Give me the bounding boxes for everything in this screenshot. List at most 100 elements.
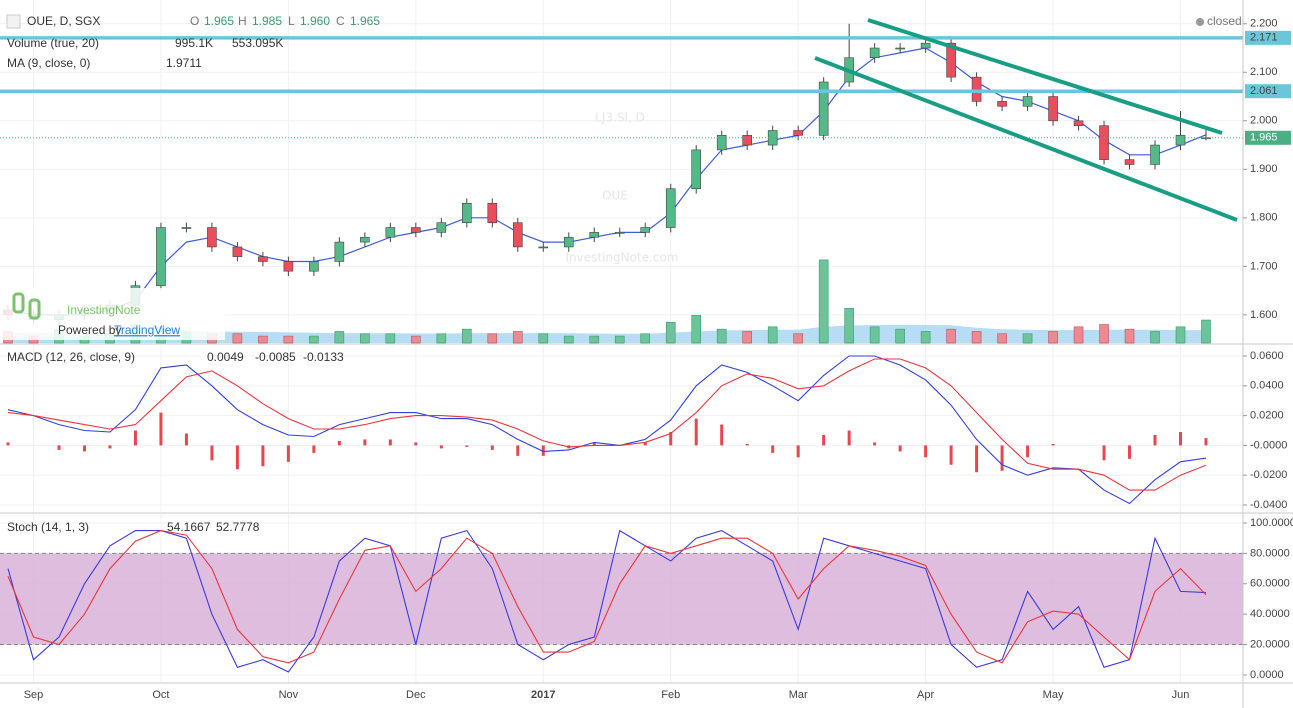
histogram-bar	[516, 445, 520, 456]
histogram-bar	[57, 445, 61, 450]
volume-bar	[1175, 326, 1186, 344]
volume-bar	[742, 331, 752, 344]
candle-body	[283, 261, 294, 272]
level-label: 2.171	[1250, 32, 1278, 44]
ohlc-value: 1.965	[204, 14, 234, 28]
ohlc-value: 1.985	[252, 14, 282, 28]
histogram-bar	[1102, 445, 1106, 461]
volume-bar	[640, 333, 651, 344]
volume-bar	[563, 335, 574, 344]
logo-powered: Powered by	[58, 323, 121, 337]
volume-bar	[487, 333, 498, 344]
histogram-bar	[643, 442, 647, 446]
ohlc-label: L	[288, 14, 295, 28]
stoch-line	[7, 530, 1207, 664]
candle-body	[818, 81, 829, 136]
candle-body	[946, 42, 956, 78]
volume-bar	[436, 333, 447, 344]
histogram-bar	[771, 445, 775, 453]
x-tick-label: Oct	[152, 689, 169, 701]
x-tick-label: Jun	[1172, 689, 1190, 701]
logo-provider: TradingView	[114, 323, 180, 337]
logo-brand: InvestingNote	[67, 303, 141, 317]
histogram-bar	[490, 445, 494, 450]
volume-bar	[385, 333, 396, 344]
indicator-title: Volume (true, 20)	[7, 36, 99, 50]
candle-body	[1022, 96, 1033, 107]
ohlc-value: 1.965	[350, 14, 380, 28]
header: OUE, D, SGX O 1.965 H 1.985 L 1.960 C 1.…	[6, 14, 1242, 534]
histogram-bar	[1128, 445, 1132, 459]
volume-bar	[1124, 328, 1135, 344]
histogram-bar	[82, 445, 86, 452]
candle-body	[385, 227, 396, 238]
icon	[6, 14, 21, 29]
histogram-bar	[745, 443, 749, 446]
histogram-bar	[1153, 434, 1157, 446]
y-tick-label: -0.0200	[1250, 469, 1287, 481]
status-dot	[1196, 18, 1204, 26]
watermark-ticker: LJ3.SI, D	[595, 111, 645, 125]
histogram-bar	[847, 430, 851, 446]
candle-body	[1150, 144, 1160, 165]
y-tick-label: -0.0000	[1250, 439, 1287, 451]
histogram-bar	[439, 445, 443, 449]
volume-bar	[895, 328, 905, 344]
candle-body	[971, 76, 982, 102]
histogram-bar	[159, 412, 163, 446]
histogram-bar	[388, 439, 392, 446]
histogram-bar	[235, 445, 239, 470]
candle-body	[895, 47, 905, 50]
candle-body	[1175, 135, 1186, 146]
logo: InvestingNote Powered by TradingView	[3, 288, 225, 340]
candle-body	[665, 188, 676, 228]
y-tick-label: 40.0000	[1250, 608, 1290, 620]
x-tick-label: Dec	[406, 689, 426, 701]
last-price-label: 1.965	[1250, 132, 1278, 144]
indicator-title: Stoch (14, 1, 3)	[7, 520, 89, 534]
legend-value: 553.095K	[232, 36, 283, 50]
volume-bar	[716, 328, 727, 344]
y-tick-label: 2.200	[1250, 18, 1278, 30]
candle-body	[538, 246, 549, 249]
volume-bar	[538, 333, 549, 344]
legend-value: 995.1K	[175, 36, 213, 50]
histogram-bar	[1179, 432, 1183, 446]
ohlc-label: O	[190, 14, 199, 28]
histogram-bar	[873, 442, 877, 446]
volume-bar	[589, 335, 600, 344]
volume-bar	[309, 335, 319, 344]
volume-bar	[1201, 319, 1211, 344]
histogram-bar	[541, 445, 545, 456]
y-tick-label: 100.0000	[1250, 517, 1293, 529]
candle-body	[1124, 159, 1135, 165]
legend-value: -0.0133	[303, 350, 344, 364]
volume-bar	[411, 335, 421, 344]
volume-bar	[258, 335, 268, 344]
x-tick-label: Sep	[24, 689, 44, 701]
y-tick-label: 1.800	[1250, 212, 1278, 224]
trend-line	[814, 56, 1238, 222]
candle-body	[334, 241, 345, 262]
y-tick-label: 0.0600	[1250, 350, 1284, 362]
candle-body	[563, 236, 574, 248]
macd-line	[7, 358, 1207, 491]
histogram-bar	[261, 445, 265, 467]
candle-body	[181, 227, 192, 229]
candle-body	[767, 130, 778, 146]
watermark-site: InvestingNote.com	[566, 251, 679, 265]
candle-body	[1099, 125, 1109, 160]
legend-value: 1.9711	[166, 56, 202, 70]
histogram-bar	[1026, 445, 1030, 458]
volume-bar	[512, 331, 523, 344]
volume-bar	[360, 333, 370, 344]
level-label-box	[1245, 30, 1291, 45]
logo-icon	[12, 292, 25, 314]
histogram-bar	[720, 424, 724, 446]
volume-bar	[462, 328, 472, 344]
stoch-band	[0, 553, 1243, 645]
histogram-bar	[133, 430, 137, 446]
ohlc-label: C	[336, 14, 345, 28]
candle-body	[207, 227, 217, 248]
